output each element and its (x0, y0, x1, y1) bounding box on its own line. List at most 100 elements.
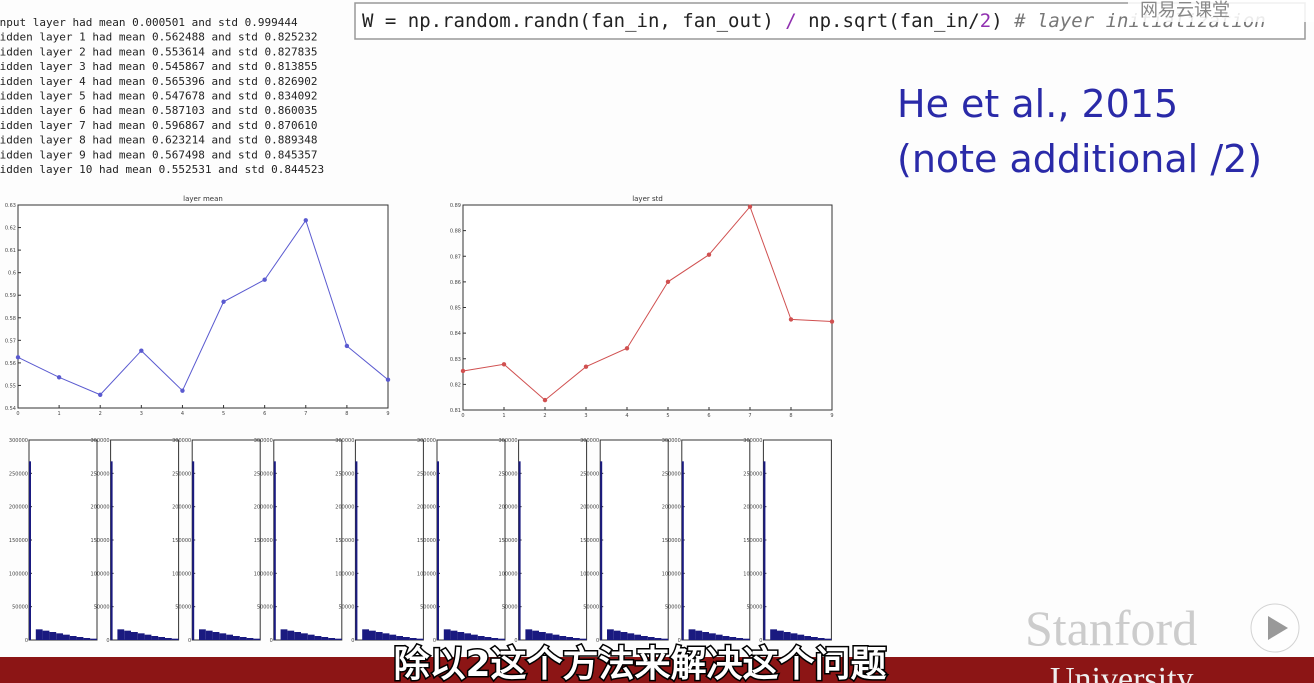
point (344, 343, 350, 349)
hist-bar (634, 634, 641, 640)
hist-bar (722, 636, 730, 640)
x-tick-label: 2 (543, 413, 546, 419)
hist-bar (273, 461, 276, 640)
y-tick-label: 0 (514, 638, 517, 644)
y-tick-label: 200000 (254, 505, 273, 511)
y-tick-label: 0.89 (450, 203, 461, 209)
x-tick-label: 6 (707, 413, 710, 419)
hist-bar (491, 638, 499, 640)
hist-bar (817, 638, 825, 640)
hist-bar (443, 629, 451, 640)
log-line: hidden layer 10 had mean 0.552531 and st… (0, 163, 324, 176)
y-tick-label: 100000 (417, 571, 436, 577)
hist-bar (647, 637, 655, 640)
hist-bar (409, 638, 417, 640)
y-tick-label: 250000 (254, 471, 273, 477)
y-tick-label: 250000 (662, 471, 681, 477)
y-tick-label: 0.62 (5, 226, 16, 232)
hist-bar (416, 638, 424, 640)
y-tick-label: 0.88 (450, 229, 461, 235)
series-line (17, 219, 389, 396)
citation: He et al., 2015 (897, 82, 1178, 126)
hist-bar (63, 634, 70, 640)
y-tick-label: 300000 (417, 438, 436, 444)
hist-bar (525, 629, 533, 640)
hist-bar (307, 634, 315, 640)
hist-bar (620, 632, 628, 640)
hist-bar (233, 636, 240, 640)
hist-bar (579, 638, 587, 640)
hist-bar (389, 634, 397, 640)
y-tick-label: 200000 (662, 505, 681, 511)
x-tick-label: 3 (140, 411, 143, 417)
y-tick-label: 0.6 (8, 271, 16, 277)
x-tick-label: 7 (304, 411, 307, 417)
hist-bar (29, 461, 31, 640)
hist-bar (287, 630, 295, 640)
hist-bar (641, 636, 648, 640)
point (56, 375, 62, 380)
hist-bar (355, 461, 358, 640)
x-tick-label: 6 (263, 411, 266, 417)
chart-title: layer mean (183, 195, 223, 203)
code-part: 2 (980, 10, 991, 32)
hist-bar (212, 632, 220, 640)
hist-bar (770, 629, 777, 640)
y-tick-label: 100000 (499, 571, 518, 577)
hist-bar (532, 630, 539, 640)
y-tick-label: 250000 (172, 471, 191, 477)
watermark-bg (1128, 0, 1314, 22)
y-tick-label: 300000 (91, 438, 110, 444)
hist-bar (777, 630, 784, 640)
point (624, 346, 630, 351)
y-tick-label: 0.85 (450, 306, 461, 312)
point (460, 368, 466, 374)
y-tick-label: 0.59 (5, 293, 16, 299)
y-tick-label: 250000 (335, 471, 354, 477)
y-tick-label: 0 (270, 638, 273, 644)
y-tick-label: 200000 (499, 505, 518, 511)
x-tick-label: 0 (16, 411, 19, 417)
hist-frame (436, 439, 506, 641)
y-tick-label: 200000 (172, 505, 191, 511)
hist-bar (566, 637, 573, 640)
y-tick-label: 300000 (335, 438, 354, 444)
x-tick-label: 4 (625, 413, 628, 419)
hist-bar (681, 461, 684, 640)
hist-bar (131, 632, 138, 640)
y-tick-label: 250000 (580, 471, 599, 477)
point (501, 362, 507, 367)
hist-bar (382, 633, 390, 640)
hist-bar (484, 637, 492, 640)
y-tick-label: 300000 (9, 438, 28, 444)
y-tick-label: 50000 (94, 605, 110, 611)
y-tick-label: 100000 (91, 571, 110, 577)
hist-bar (56, 633, 63, 640)
log-line: hidden layer 1 had mean 0.562488 and std… (0, 31, 318, 44)
y-tick-label: 250000 (743, 471, 762, 477)
hist-bar (654, 638, 662, 640)
y-tick-label: 50000 (583, 605, 599, 611)
hist-frame (110, 439, 180, 641)
x-tick-label: 5 (222, 411, 225, 417)
y-tick-label: 300000 (662, 438, 681, 444)
y-tick-label: 250000 (417, 471, 436, 477)
hist-bar (702, 632, 709, 640)
y-tick-label: 150000 (580, 538, 599, 544)
hist-bar (314, 636, 322, 640)
y-tick-label: 0 (25, 638, 28, 644)
y-tick-label: 200000 (91, 505, 110, 511)
hist-bar (661, 638, 669, 640)
y-tick-label: 0 (188, 638, 191, 644)
y-tick-label: 0.87 (450, 254, 461, 260)
hist-bar (607, 629, 614, 640)
hist-bar (192, 461, 195, 640)
hist-bar (518, 461, 521, 640)
log-line: hidden layer 4 had mean 0.565396 and std… (0, 75, 318, 88)
hist-bar (743, 638, 750, 640)
y-tick-label: 0.54 (5, 406, 16, 412)
point (829, 319, 835, 324)
hist-bar (151, 636, 159, 640)
y-tick-label: 0.84 (450, 331, 461, 337)
